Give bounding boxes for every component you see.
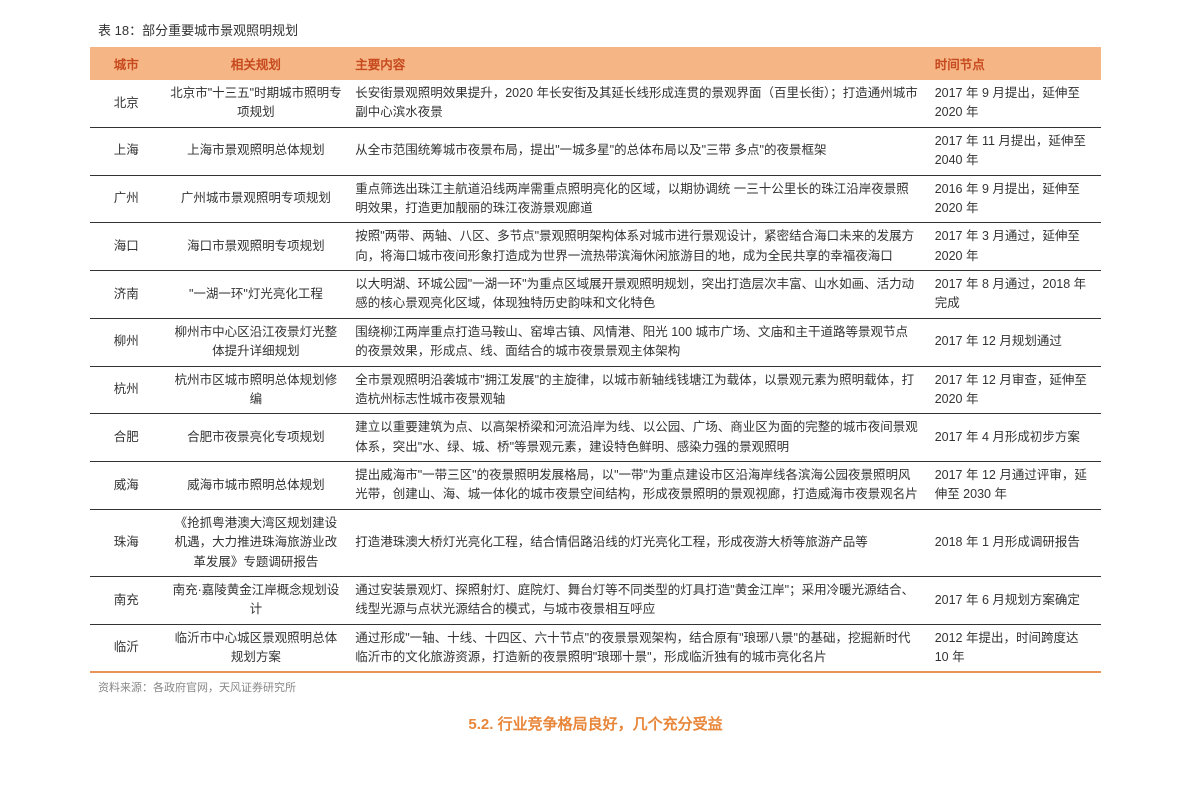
cell-time: 2017 年 12 月审查，延伸至 2020 年 [925,366,1101,414]
table-row: 北京北京市"十三五"时期城市照明专项规划长安街景观照明效果提升，2020 年长安… [90,80,1101,127]
table-row: 合肥合肥市夜景亮化专项规划建立以重要建筑为点、以高架桥梁和河流沿岸为线、以公园、… [90,414,1101,462]
table-title: 表 18：部分重要城市景观照明规划 [90,20,1101,39]
cell-plan: 上海市景观照明总体规划 [163,127,350,175]
header-time: 时间节点 [925,47,1101,80]
cell-time: 2016 年 9 月提出，延伸至 2020 年 [925,175,1101,223]
cell-content: 按照"两带、两轴、八区、多节点"景观照明架构体系对城市进行景观设计，紧密结合海口… [349,223,924,271]
table-header-row: 城市 相关规划 主要内容 时间节点 [90,47,1101,80]
cell-plan: 广州城市景观照明专项规划 [163,175,350,223]
cell-plan: 威海市城市照明总体规划 [163,462,350,510]
lighting-plan-table: 城市 相关规划 主要内容 时间节点 北京北京市"十三五"时期城市照明专项规划长安… [90,47,1101,673]
cell-content: 以大明湖、环城公园"一湖一环"为重点区域展开景观照明规划，突出打造层次丰富、山水… [349,271,924,319]
cell-plan: 《抢抓粤港澳大湾区规划建设机遇，大力推进珠海旅游业改革发展》专题调研报告 [163,509,350,576]
cell-content: 长安街景观照明效果提升，2020 年长安街及其延长线形成连贯的景观界面（百里长街… [349,80,924,127]
cell-content: 从全市范围统筹城市夜景布局，提出"一城多星"的总体布局以及"三带 多点"的夜景框… [349,127,924,175]
table-row: 海口海口市景观照明专项规划按照"两带、两轴、八区、多节点"景观照明架构体系对城市… [90,223,1101,271]
cell-content: 建立以重要建筑为点、以高架桥梁和河流沿岸为线、以公园、广场、商业区为面的完整的城… [349,414,924,462]
cell-time: 2012 年提出，时间跨度达 10 年 [925,624,1101,672]
cell-content: 提出威海市"一带三区"的夜景照明发展格局，以"一带"为重点建设市区沿海岸线各滨海… [349,462,924,510]
cell-plan: "一湖一环"灯光亮化工程 [163,271,350,319]
cell-time: 2017 年 12 月规划通过 [925,318,1101,366]
cell-time: 2018 年 1 月形成调研报告 [925,509,1101,576]
cell-city: 威海 [90,462,163,510]
table-row: 广州广州城市景观照明专项规划重点筛选出珠江主航道沿线两岸需重点照明亮化的区域，以… [90,175,1101,223]
cell-city: 北京 [90,80,163,127]
footer-heading: 5.2. 行业竞争格局良好，几个充分受益 [90,713,1101,734]
cell-plan: 临沂市中心城区景观照明总体规划方案 [163,624,350,672]
cell-city: 柳州 [90,318,163,366]
cell-plan: 柳州市中心区沿江夜景灯光整体提升详细规划 [163,318,350,366]
cell-content: 重点筛选出珠江主航道沿线两岸需重点照明亮化的区域，以期协调统 一三十公里长的珠江… [349,175,924,223]
table-row: 珠海《抢抓粤港澳大湾区规划建设机遇，大力推进珠海旅游业改革发展》专题调研报告打造… [90,509,1101,576]
cell-time: 2017 年 8 月通过，2018 年完成 [925,271,1101,319]
table-row: 威海威海市城市照明总体规划提出威海市"一带三区"的夜景照明发展格局，以"一带"为… [90,462,1101,510]
table-row: 南充南充·嘉陵黄金江岸概念规划设计通过安装景观灯、探照射灯、庭院灯、舞台灯等不同… [90,576,1101,624]
cell-city: 南充 [90,576,163,624]
table-row: 济南"一湖一环"灯光亮化工程以大明湖、环城公园"一湖一环"为重点区域展开景观照明… [90,271,1101,319]
table-row: 柳州柳州市中心区沿江夜景灯光整体提升详细规划围绕柳江两岸重点打造马鞍山、窑埠古镇… [90,318,1101,366]
table-row: 杭州杭州市区城市照明总体规划修编全市景观照明沿袭城市"拥江发展"的主旋律，以城市… [90,366,1101,414]
header-content: 主要内容 [349,47,924,80]
cell-city: 济南 [90,271,163,319]
cell-content: 通过形成"一轴、十线、十四区、六十节点"的夜景景观架构，结合原有"琅琊八景"的基… [349,624,924,672]
header-city: 城市 [90,47,163,80]
cell-city: 杭州 [90,366,163,414]
cell-time: 2017 年 9 月提出，延伸至 2020 年 [925,80,1101,127]
cell-plan: 海口市景观照明专项规划 [163,223,350,271]
cell-plan: 北京市"十三五"时期城市照明专项规划 [163,80,350,127]
header-plan: 相关规划 [163,47,350,80]
cell-plan: 南充·嘉陵黄金江岸概念规划设计 [163,576,350,624]
cell-content: 通过安装景观灯、探照射灯、庭院灯、舞台灯等不同类型的灯具打造"黄金江岸"；采用冷… [349,576,924,624]
cell-content: 打造港珠澳大桥灯光亮化工程，结合情侣路沿线的灯光亮化工程，形成夜游大桥等旅游产品… [349,509,924,576]
cell-city: 珠海 [90,509,163,576]
cell-time: 2017 年 12 月通过评审，延伸至 2030 年 [925,462,1101,510]
cell-city: 海口 [90,223,163,271]
cell-content: 全市景观照明沿袭城市"拥江发展"的主旋律，以城市新轴线钱塘江为载体，以景观元素为… [349,366,924,414]
cell-plan: 杭州市区城市照明总体规划修编 [163,366,350,414]
cell-city: 临沂 [90,624,163,672]
cell-time: 2017 年 4 月形成初步方案 [925,414,1101,462]
cell-city: 合肥 [90,414,163,462]
table-row: 上海上海市景观照明总体规划从全市范围统筹城市夜景布局，提出"一城多星"的总体布局… [90,127,1101,175]
cell-city: 广州 [90,175,163,223]
table-row: 临沂临沂市中心城区景观照明总体规划方案通过形成"一轴、十线、十四区、六十节点"的… [90,624,1101,672]
cell-time: 2017 年 6 月规划方案确定 [925,576,1101,624]
cell-plan: 合肥市夜景亮化专项规划 [163,414,350,462]
cell-time: 2017 年 3 月通过，延伸至 2020 年 [925,223,1101,271]
data-source: 资料来源：各政府官网，天风证券研究所 [90,679,1101,695]
cell-city: 上海 [90,127,163,175]
cell-time: 2017 年 11 月提出，延伸至 2040 年 [925,127,1101,175]
cell-content: 围绕柳江两岸重点打造马鞍山、窑埠古镇、风情港、阳光 100 城市广场、文庙和主干… [349,318,924,366]
